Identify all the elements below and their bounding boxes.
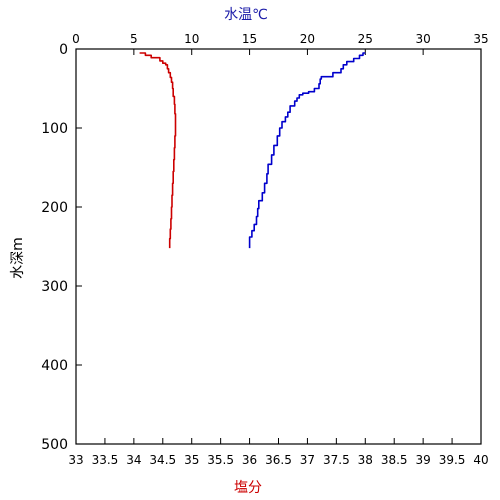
bottom-tick-label: 37 [300,453,315,467]
bottom-tick-label: 38.5 [381,453,408,467]
top-tick-label: 5 [130,32,138,46]
y-tick-label: 200 [41,200,68,216]
series-line-temperature [248,52,366,249]
bottom-tick-label: 39.5 [439,453,466,467]
top-axis-title: 水温℃ [224,7,268,23]
bottom-tick-label: 37.5 [323,453,350,467]
bottom-tick-label: 34.5 [149,453,176,467]
bottom-axis-ticks: 33 33.5 34 34.5 35 35.5 36 36.5 37 37.5 38 38.5 39 39… [68,438,489,467]
bottom-tick-label: 38 [358,453,373,467]
bottom-tick-label: 39 [416,453,431,467]
y-axis-title: 水深m [10,237,26,279]
bottom-tick-label: 33.5 [92,453,119,467]
top-tick-label: 25 [358,32,373,46]
y-axis-ticks: 0 100 200 300 400 500 [41,42,82,453]
bottom-tick-label: 40 [473,453,488,467]
plot-frame [75,48,482,445]
top-tick-label: 15 [242,32,257,46]
top-axis-ticks: 0 5 10 15 20 25 30 35 [72,32,489,55]
y-tick-label: 300 [41,279,68,295]
top-tick-label: 35 [473,32,488,46]
bottom-tick-label: 36.5 [265,453,292,467]
series-line-salinity [139,52,177,249]
bottom-axis-title: 塩分 [234,480,262,496]
y-tick-label: 100 [41,121,68,137]
top-tick-label: 20 [300,32,315,46]
bottom-tick-label: 34 [126,453,141,467]
top-tick-label: 30 [416,32,431,46]
top-tick-label: 10 [184,32,199,46]
bottom-tick-label: 35 [184,453,199,467]
bottom-tick-label: 35.5 [207,453,234,467]
top-tick-label: 0 [72,32,80,46]
y-tick-label: 400 [41,358,68,374]
series-layer [139,52,366,249]
y-tick-label: 0 [59,42,68,58]
bottom-tick-label: 33 [68,453,83,467]
bottom-tick-label: 36 [242,453,257,467]
y-tick-label: 500 [41,437,68,453]
